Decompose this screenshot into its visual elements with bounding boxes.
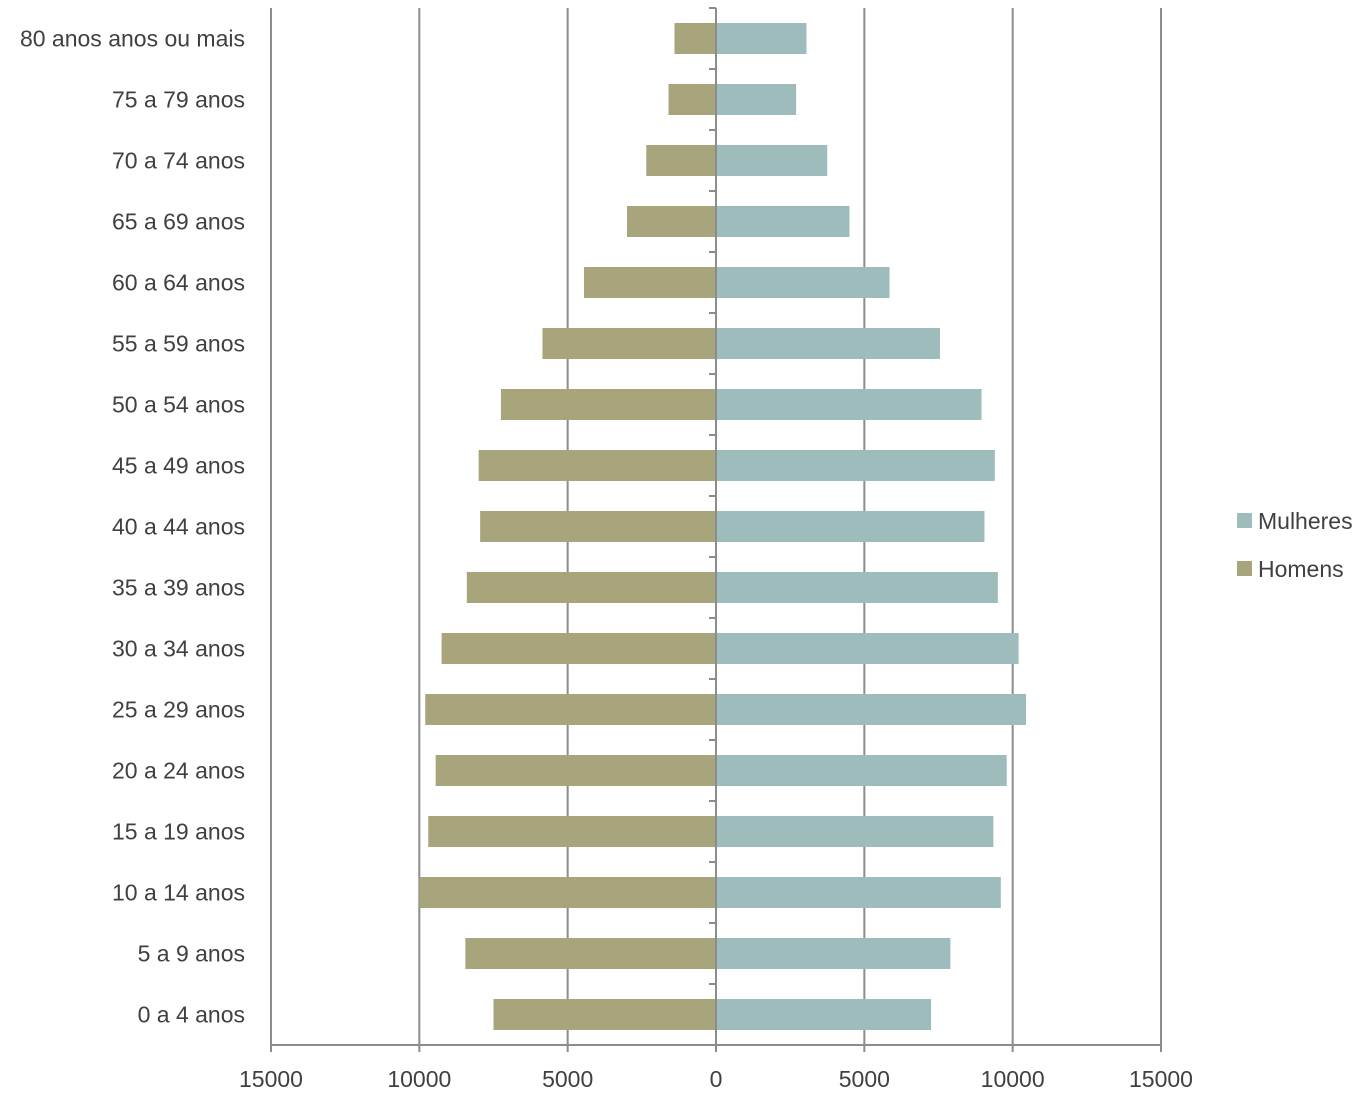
category-label: 10 a 14 anos [112,880,245,906]
x-tick-label: 0 [710,1066,723,1092]
legend: Mulheres Homens [1237,508,1353,582]
category-label: 60 a 64 anos [112,270,245,296]
bar-mulheres [716,23,807,54]
x-tick-label: 10000 [981,1066,1045,1092]
bar-homens [435,755,716,786]
bar-mulheres [716,999,932,1030]
x-tick-label: 10000 [387,1066,451,1092]
x-tick-label: 15000 [1129,1066,1193,1092]
bar-homens [493,999,716,1030]
bar-mulheres [716,145,828,176]
bar-mulheres [716,572,998,603]
x-tick-label: 15000 [239,1066,303,1092]
bar-mulheres [716,938,951,969]
category-label: 5 a 9 anos [138,941,245,967]
bar-mulheres [716,450,995,481]
bar-mulheres [716,877,1001,908]
bar-mulheres [716,694,1027,725]
bar-mulheres [716,206,850,237]
category-label: 20 a 24 anos [112,758,245,784]
bar-homens [646,145,716,176]
bar-homens [441,633,716,664]
category-label: 40 a 44 anos [112,514,245,540]
category-label: 75 a 79 anos [112,87,245,113]
category-label: 15 a 19 anos [112,819,245,845]
bar-homens [425,694,716,725]
category-labels: 0 a 4 anos 5 a 9 anos 10 a 14 anos 15 a 19 … [20,26,245,1028]
bar-mulheres [716,633,1019,664]
x-tick-label: 5000 [542,1066,593,1092]
bar-homens [542,328,716,359]
bar-mulheres [716,511,985,542]
axes [270,7,1162,1052]
x-tick-label: 5000 [839,1066,890,1092]
bar-homens [428,816,716,847]
bar-homens [583,267,716,298]
tick-labels: 15000 10000 5000 0 5000 10000 15000 [239,1066,1193,1092]
bar-homens [674,23,716,54]
category-label: 70 a 74 anos [112,148,245,174]
bar-mulheres [716,389,982,420]
bars [419,23,1027,1030]
legend-label-mulheres: Mulheres [1258,508,1353,534]
category-label: 30 a 34 anos [112,636,245,662]
category-label: 80 anos anos ou mais [20,26,245,52]
bar-homens [500,389,716,420]
legend-swatch-homens [1237,561,1252,576]
bar-homens [466,572,716,603]
legend-swatch-mulheres [1237,513,1252,528]
category-label: 35 a 39 anos [112,575,245,601]
category-label: 0 a 4 anos [138,1002,245,1028]
bar-mulheres [716,816,994,847]
category-label: 65 a 69 anos [112,209,245,235]
bar-mulheres [716,755,1007,786]
legend-label-homens: Homens [1258,556,1344,582]
category-label: 55 a 59 anos [112,331,245,357]
bar-mulheres [716,84,797,115]
bar-homens [480,511,716,542]
bar-homens [668,84,716,115]
bar-homens [465,938,716,969]
category-label: 45 a 49 anos [112,453,245,479]
bar-mulheres [716,267,890,298]
bar-mulheres [716,328,940,359]
category-label: 25 a 29 anos [112,697,245,723]
bar-homens [627,206,716,237]
bar-homens [419,877,716,908]
bar-homens [478,450,716,481]
category-label: 50 a 54 anos [112,392,245,418]
